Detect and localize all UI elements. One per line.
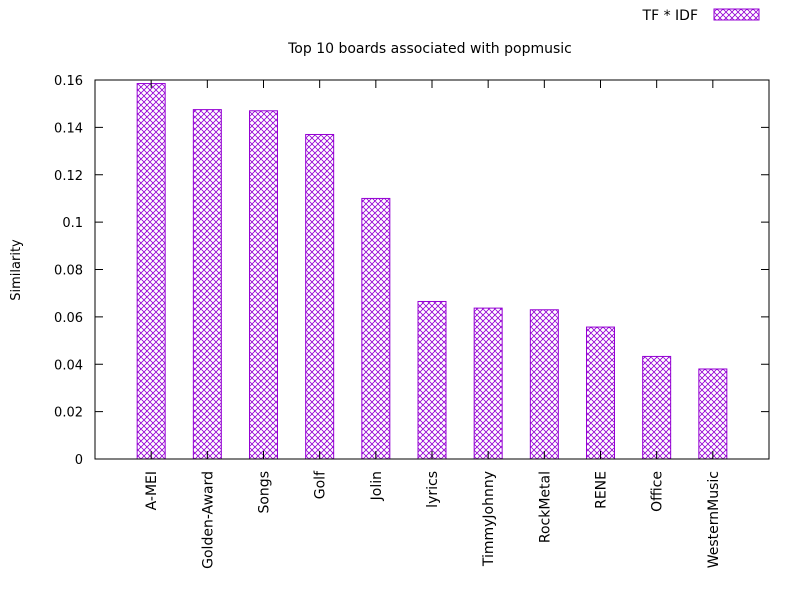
plot-frame [94,79,770,460]
x-tick-label: lyrics [425,471,441,508]
y-tick-label: 0.14 [54,121,83,136]
bar [473,307,503,460]
bar [361,197,391,460]
y-tick-label: 0.02 [54,406,83,421]
legend-label: TF * IDF [642,8,698,24]
legend: TF * IDF [642,8,760,24]
y-axis-ticks: 0 0.02 0.04 0.06 0.08 0.1 0.12 0.14 0.16 [54,74,769,468]
y-tick-label: 0.1 [62,216,83,231]
bar [136,83,166,460]
x-tick-label: Songs [257,471,273,514]
bar [642,355,672,460]
x-tick-label: RENE [594,471,610,509]
y-tick-label: 0.16 [54,74,83,89]
bar [417,300,447,460]
y-tick-label: 0.06 [54,311,83,326]
bar [305,133,335,460]
x-tick-label: WesternMusic [706,471,722,568]
y-tick-label: 0 [75,453,83,468]
y-tick-label: 0.04 [54,358,83,373]
bars [136,83,728,460]
bar [586,326,615,460]
x-tick-label: TimmyJohnny [481,471,497,567]
x-axis-ticks: A-MEI Golden-Award Songs Golf Jolin lyrics Tim… [144,80,722,569]
x-tick-label: Golf [313,470,329,499]
x-tick-label: RockMetal [537,471,553,543]
x-tick-label: Golden-Award [200,471,216,569]
legend-swatch [713,8,760,21]
x-tick-label: Jolin [369,471,385,501]
bar [698,368,728,460]
bar [249,110,278,460]
y-axis-label: Similarity [9,239,24,301]
y-tick-label: 0.08 [54,264,83,279]
bar [192,109,222,460]
chart-title: Top 10 boards associated with popmusic [287,41,572,57]
bar [529,309,559,460]
x-tick-label: Office [650,471,666,512]
x-tick-label: A-MEI [144,471,160,510]
y-tick-label: 0.12 [54,169,83,184]
